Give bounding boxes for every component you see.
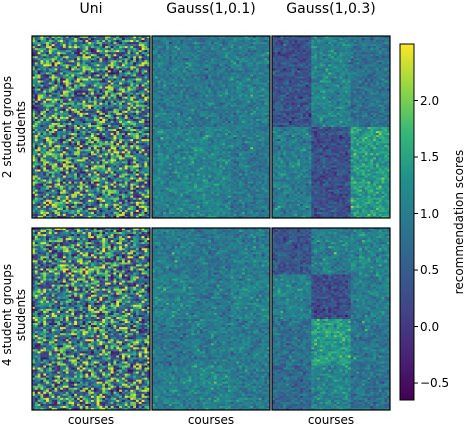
heatmap-panel-2 — [152, 36, 270, 218]
heatmap-panel-1 — [32, 36, 150, 218]
